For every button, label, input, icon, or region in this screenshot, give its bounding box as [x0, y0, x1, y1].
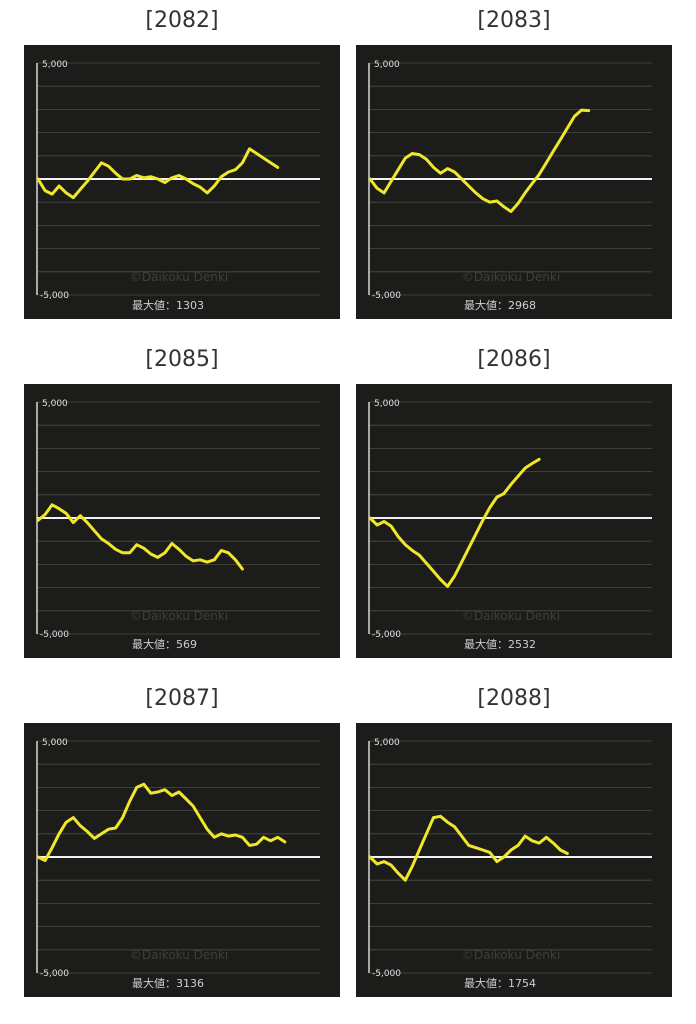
max-value-label: 最大値：2532 — [464, 637, 536, 651]
chart-title: [2086] — [477, 347, 551, 372]
y-tick-label: 5,000 — [374, 399, 400, 409]
chart-svg: ©Daikoku Denki 5,000 -5,000 最大値：1754 — [368, 738, 652, 990]
y-tick-label: -5,000 — [372, 630, 401, 640]
max-value-label: 最大値：1303 — [132, 298, 204, 312]
chart-svg: ©Daikoku Denki 5,000 -5,000 最大値：2532 — [368, 399, 652, 651]
y-tick-label: 5,000 — [42, 738, 68, 748]
watermark: ©Daikoku Denki — [462, 948, 560, 962]
max-value-label: 最大値：3136 — [132, 976, 204, 990]
y-tick-label: -5,000 — [40, 291, 69, 301]
chart-panel: ©Daikoku Denki 5,000 -5,000 最大値：3136 — [24, 723, 340, 997]
y-tick-label: 5,000 — [42, 399, 68, 409]
y-tick-label: 5,000 — [374, 738, 400, 748]
series-line — [36, 782, 287, 862]
chart-svg: ©Daikoku Denki 5,000 -5,000 最大値：569 — [36, 399, 320, 651]
y-tick-label: -5,000 — [40, 630, 69, 640]
y-tick-label: -5,000 — [372, 969, 401, 979]
series-line — [368, 814, 569, 882]
series-line — [36, 503, 244, 571]
chart-svg: ©Daikoku Denki 5,000 -5,000 最大値：1303 — [36, 60, 320, 312]
chart-svg: ©Daikoku Denki 5,000 -5,000 最大値：2968 — [368, 60, 652, 312]
y-tick-label: 5,000 — [374, 60, 400, 70]
chart-panel: ©Daikoku Denki 5,000 -5,000 最大値：2968 — [356, 45, 672, 319]
watermark: ©Daikoku Denki — [130, 270, 228, 284]
max-value-label: 最大値：1754 — [464, 976, 536, 990]
chart-panel: ©Daikoku Denki 5,000 -5,000 最大値：569 — [24, 384, 340, 658]
series-line — [36, 147, 280, 200]
chart-title: [2083] — [477, 8, 551, 33]
max-value-label: 最大値：569 — [132, 637, 197, 651]
y-tick-label: 5,000 — [42, 60, 68, 70]
chart-title: [2088] — [477, 686, 551, 711]
chart-title: [2087] — [145, 686, 219, 711]
y-tick-label: -5,000 — [372, 291, 401, 301]
watermark: ©Daikoku Denki — [462, 270, 560, 284]
watermark: ©Daikoku Denki — [130, 948, 228, 962]
y-tick-label: -5,000 — [40, 969, 69, 979]
chart-panel: ©Daikoku Denki 5,000 -5,000 最大値：1754 — [356, 723, 672, 997]
watermark: ©Daikoku Denki — [462, 609, 560, 623]
series-line — [368, 108, 591, 213]
chart-title: [2085] — [145, 347, 219, 372]
series-line — [368, 457, 541, 588]
chart-svg: ©Daikoku Denki 5,000 -5,000 最大値：3136 — [36, 738, 320, 990]
watermark: ©Daikoku Denki — [130, 609, 228, 623]
chart-panel: ©Daikoku Denki 5,000 -5,000 最大値：2532 — [356, 384, 672, 658]
chart-panel: ©Daikoku Denki 5,000 -5,000 最大値：1303 — [24, 45, 340, 319]
max-value-label: 最大値：2968 — [464, 298, 536, 312]
chart-title: [2082] — [145, 8, 219, 33]
